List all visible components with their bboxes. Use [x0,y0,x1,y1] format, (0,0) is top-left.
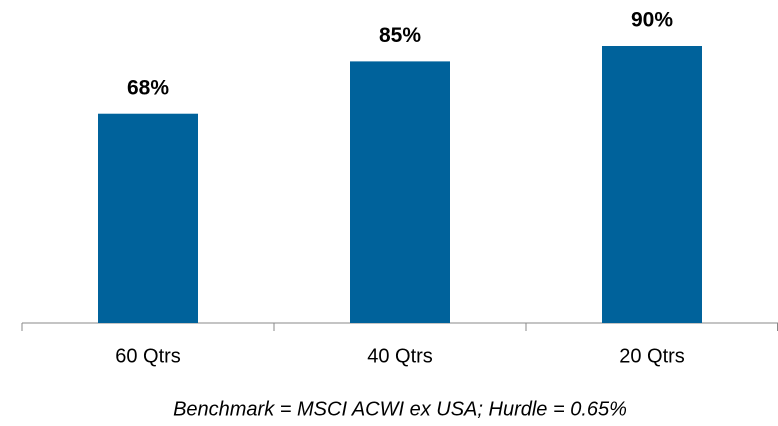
x-tick-label: 60 Qtrs [115,345,181,367]
bar [350,61,450,324]
bar [98,113,198,323]
value-label: 68% [127,76,169,99]
x-tick-label: 20 Qtrs [619,345,685,367]
x-tick-label: 40 Qtrs [367,345,433,367]
value-label: 85% [379,24,421,47]
annotation: Benchmark = MSCI ACWI ex USA; Hurdle = 0… [173,398,627,420]
value-label: 90% [631,9,673,32]
bar [602,46,702,323]
